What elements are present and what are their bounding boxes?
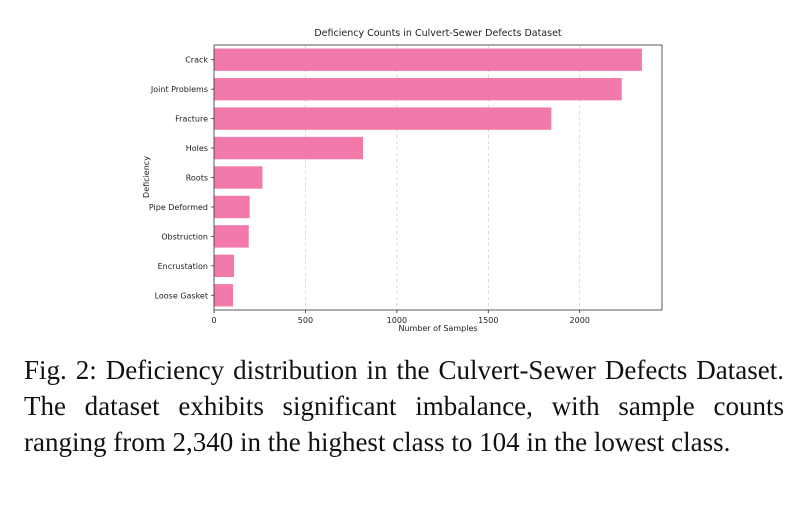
bars (214, 48, 642, 307)
y-tick-label: Fracture (175, 115, 208, 124)
y-tick-label: Crack (185, 56, 208, 65)
y-tick-label: Obstruction (161, 232, 208, 241)
figure-caption: Fig. 2: Deficiency distribution in the C… (24, 355, 784, 457)
y-tick-labels: Crack Joint Problems Fracture Holes Roots Pip… (149, 56, 214, 300)
bar-joint-problems (214, 77, 622, 101)
bar-loose-gasket (214, 284, 234, 307)
chart-title: Deficiency Counts in Culvert-Sewer Defec… (314, 28, 562, 39)
bar-holes (214, 136, 364, 160)
x-tick-label: 0 (211, 316, 216, 325)
y-axis-label: Deficiency (142, 156, 151, 198)
y-tick-label: Loose Gasket (155, 291, 208, 300)
x-tick-label: 2000 (570, 316, 590, 325)
y-tick-label: Holes (186, 144, 208, 153)
bar-crack (214, 48, 642, 71)
x-tick-label: 1500 (478, 316, 498, 325)
y-tick-label: Roots (186, 174, 208, 183)
y-tick-label: Joint Problems (150, 85, 208, 94)
bar-pipe-deformed (214, 195, 250, 219)
x-tick-labels: 0 500 1000 1500 2000 (211, 310, 590, 325)
x-axis-label: Number of Samples (398, 324, 477, 333)
bar-roots (214, 166, 263, 189)
x-tick-label: 500 (298, 316, 313, 325)
x-tick-label: 1000 (387, 316, 407, 325)
y-tick-label: Pipe Deformed (149, 203, 208, 212)
bar-fracture (214, 107, 552, 130)
bar-obstruction (214, 225, 249, 248)
y-tick-label: Encrustation (158, 262, 208, 271)
bar-chart: Deficiency Counts in Culvert-Sewer Defec… (142, 28, 663, 333)
bar-encrustation (214, 254, 235, 278)
